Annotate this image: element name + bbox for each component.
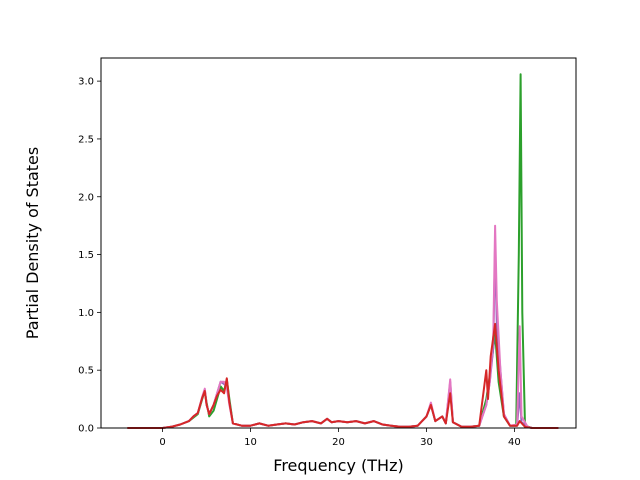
y-tick-label: 1.0 <box>78 308 94 319</box>
x-axis-ticks: 0 10 20 30 40 <box>159 428 521 448</box>
y-axis-ticks: 0.0 0.5 1.0 1.5 2.0 2.5 3.0 <box>78 77 101 435</box>
y-tick-label: 0.0 <box>78 424 94 435</box>
x-axis-label: Frequency (THz) <box>273 456 403 475</box>
x-tick-label: 20 <box>332 437 345 448</box>
y-axis-label: Partial Density of States <box>23 147 42 339</box>
y-tick-label: 2.5 <box>78 134 94 145</box>
y-tick-label: 2.0 <box>78 192 94 203</box>
series-line-4 <box>127 322 559 429</box>
series-layer <box>127 73 559 429</box>
x-tick-label: 10 <box>244 437 257 448</box>
x-tick-label: 40 <box>508 437 521 448</box>
y-tick-label: 1.5 <box>78 250 94 261</box>
y-tick-label: 0.5 <box>78 366 94 377</box>
x-tick-label: 30 <box>420 437 433 448</box>
x-tick-label: 0 <box>159 437 165 448</box>
y-tick-label: 3.0 <box>78 77 94 88</box>
